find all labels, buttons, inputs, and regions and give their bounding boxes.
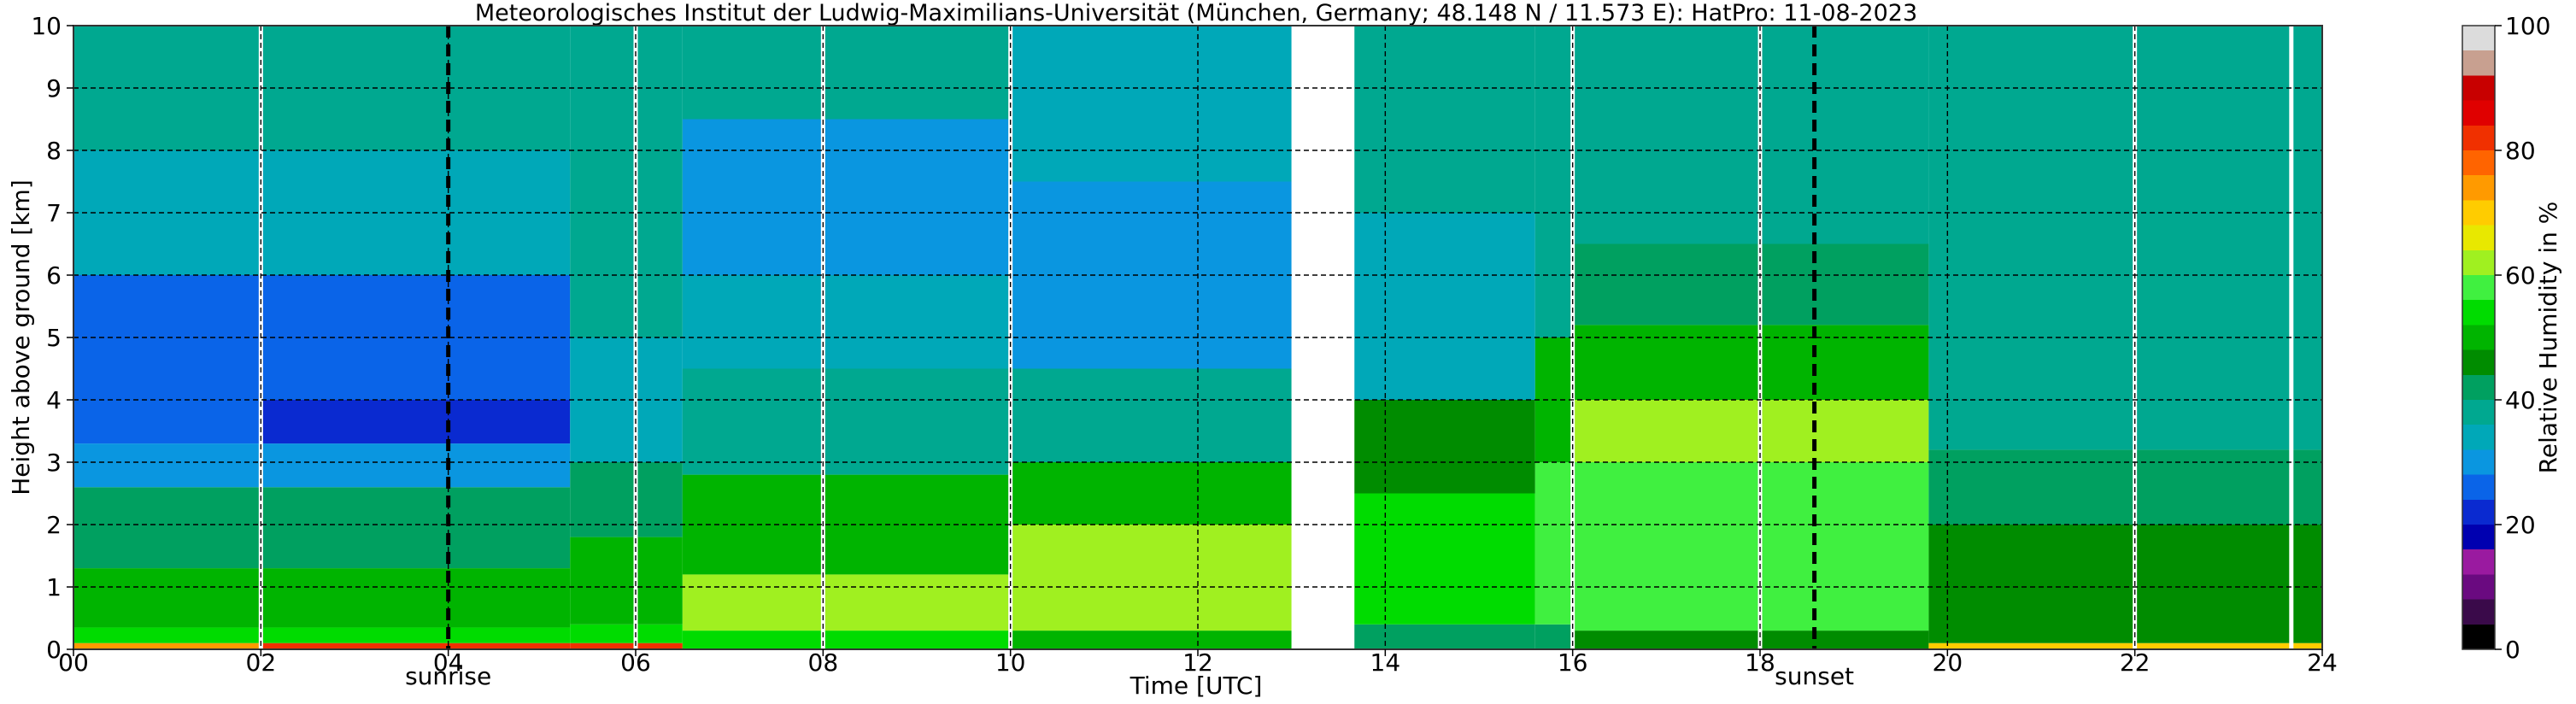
heatmap-cell [570, 462, 683, 537]
heatmap-cells [73, 26, 2322, 649]
y-axis-label: Height above ground [km] [7, 179, 35, 496]
y-tick-label: 2 [46, 511, 62, 539]
heatmap-cell [1354, 400, 1535, 494]
x-tick-label: 14 [1370, 648, 1401, 677]
x-tick-label: 20 [1933, 648, 1963, 677]
heatmap-cell [682, 119, 1011, 275]
heatmap-cell [1010, 525, 1292, 631]
heatmap-cell [1010, 368, 1292, 462]
chart-title: Meteorologisches Institut der Ludwig-Max… [475, 0, 1917, 26]
colorbar-tick-label: 0 [2505, 636, 2520, 664]
heatmap-cell [1534, 462, 1573, 625]
heatmap-cell [73, 443, 261, 488]
heatmap-cell [682, 368, 1011, 475]
heatmap-cell [570, 26, 683, 337]
sunrise-label: sunrise [405, 662, 491, 690]
y-tick-label: 8 [46, 137, 62, 165]
heatmap-cell [570, 642, 683, 649]
heatmap-cell [1354, 624, 1535, 649]
y-tick-label: 3 [46, 449, 62, 477]
heatmap-cell [73, 487, 261, 569]
heatmap-cell [1010, 631, 1292, 649]
heatmap-cell [261, 568, 571, 628]
x-tick-label: 18 [1745, 648, 1775, 677]
y-tick-label: 5 [46, 324, 62, 352]
heatmap-cell [1534, 624, 1573, 649]
y-tick-label: 4 [46, 386, 62, 414]
colorbar-tick-label: 60 [2505, 261, 2536, 290]
heatmap-cell [1928, 525, 2322, 643]
heatmap-cell [570, 537, 683, 625]
heatmap-cell [1354, 213, 1535, 400]
heatmap-cell [682, 631, 1011, 649]
y-tick-label: 6 [46, 261, 62, 290]
colorbar-strip [2462, 25, 2496, 650]
heatmap-cell [1572, 243, 1929, 326]
y-tick-label: 9 [46, 74, 62, 103]
heatmap-cell [1010, 26, 1292, 182]
x-tick-label: 00 [58, 648, 89, 677]
x-tick-label: 16 [1558, 648, 1588, 677]
heatmap-cell [73, 642, 261, 649]
heatmap-cell [1928, 26, 2322, 450]
heatmap-cell [261, 443, 571, 488]
heatmap-cell [261, 642, 571, 649]
heatmap-cell [1354, 493, 1535, 625]
colorbar-tick-label: 20 [2505, 511, 2536, 539]
heatmap-cell [1928, 642, 2322, 649]
x-tick-label: 12 [1182, 648, 1213, 677]
x-axis-label: Time [UTC] [1130, 672, 1263, 700]
heatmap-cell [1928, 449, 2322, 525]
y-tick-label: 0 [46, 636, 62, 664]
colorbar: 0 20 40 60 80 100 Relative Humidity in % [2462, 12, 2562, 664]
colorbar-ticks: 0 20 40 60 80 100 [2495, 12, 2550, 664]
sunset-label: sunset [1775, 662, 1854, 690]
sun-event-lines [446, 26, 1817, 649]
heatmap-cell [682, 574, 1011, 631]
y-tick-label: 1 [46, 573, 62, 601]
y-tick-label: 7 [46, 199, 62, 227]
heatmap-cell [73, 627, 261, 643]
heatmap-cell [1572, 400, 1929, 462]
colorbar-tick-label: 100 [2505, 12, 2550, 40]
colorbar-label: Relative Humidity in % [2534, 202, 2562, 474]
y-axis-ticks: 0 1 2 3 4 5 6 7 8 9 10 [31, 12, 73, 664]
colorbar-tick-label: 80 [2505, 137, 2536, 165]
heatmap-cell [1572, 462, 1929, 631]
heatmap-cell [1572, 26, 1929, 244]
heatmap-cell [73, 568, 261, 628]
x-axis-ticks: 00 02 04 06 08 10 12 14 16 18 20 22 24 [58, 648, 2338, 677]
x-tick-label: 04 [433, 648, 464, 677]
heatmap-cell [682, 275, 1011, 369]
heatmap-cell [682, 26, 1011, 120]
heatmap-cell [261, 627, 571, 643]
sun-event-labels: sunrise sunset [405, 662, 1854, 690]
heatmap-cell [1010, 462, 1292, 525]
heatmap-cell [261, 487, 571, 569]
heatmap-cell [1572, 325, 1929, 400]
heatmap-cell [570, 624, 683, 643]
x-tick-label: 06 [620, 648, 651, 677]
heatmap-cell [1572, 631, 1929, 649]
x-tick-label: 08 [808, 648, 839, 677]
x-tick-label: 02 [246, 648, 277, 677]
y-tick-label: 10 [31, 12, 62, 40]
heatmap-cell [261, 400, 571, 444]
heatmap-cell [1534, 26, 1573, 337]
x-tick-label: 22 [2120, 648, 2151, 677]
x-tick-label: 24 [2307, 648, 2338, 677]
heatmap-cell [1354, 26, 1535, 213]
heatmap-cell [73, 400, 261, 444]
x-tick-label: 10 [995, 648, 1026, 677]
colorbar-tick-label: 40 [2505, 386, 2536, 414]
